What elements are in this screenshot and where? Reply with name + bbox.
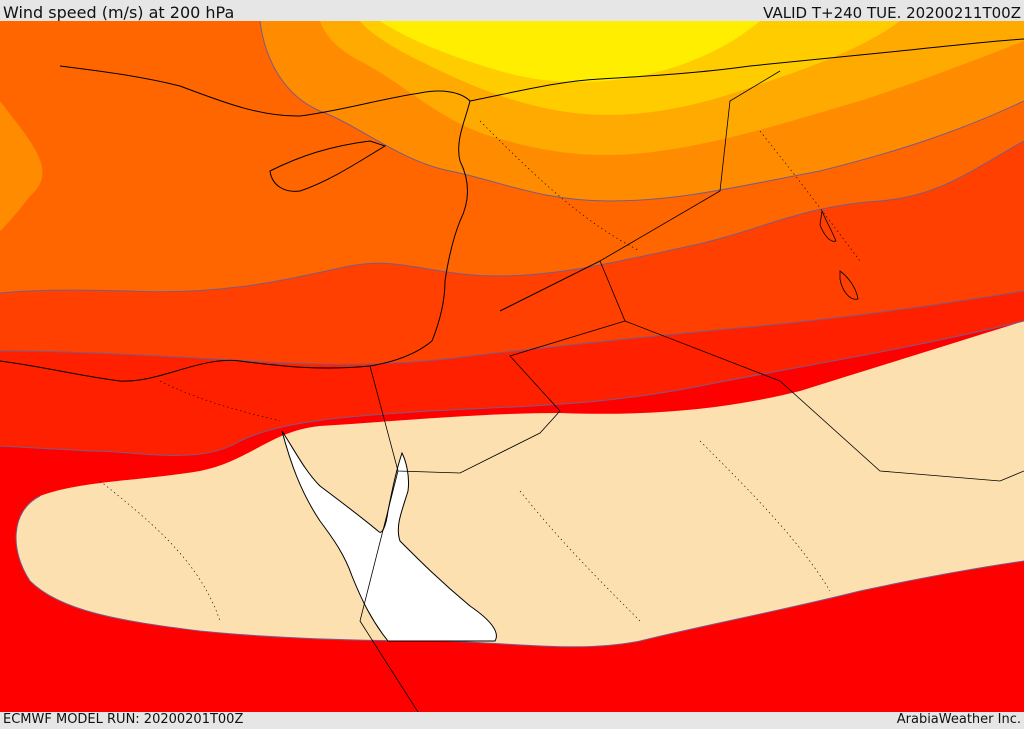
red-sea-water [281,430,497,642]
model-run-label: ECMWF MODEL RUN: 20200201T00Z [3,712,244,727]
band-orange [0,101,43,231]
province-borders [99,120,861,622]
map-title: Wind speed (m/s) at 200 hPa [3,3,235,22]
band-yellow [380,21,760,83]
header-bar: Wind speed (m/s) at 200 hPa VALID T+240 … [0,0,1024,22]
coastlines [0,38,1024,382]
island [819,209,837,242]
island-2 [839,270,859,300]
borders [359,70,1024,712]
valid-time-label: VALID T+240 TUE. 20200211T00Z [763,4,1021,22]
footer-bar: ECMWF MODEL RUN: 20200201T00Z ArabiaWeat… [0,712,1024,729]
wind-speed-map [0,21,1024,712]
credit-label: ArabiaWeather Inc. [896,712,1021,727]
band-calm [16,321,1024,647]
